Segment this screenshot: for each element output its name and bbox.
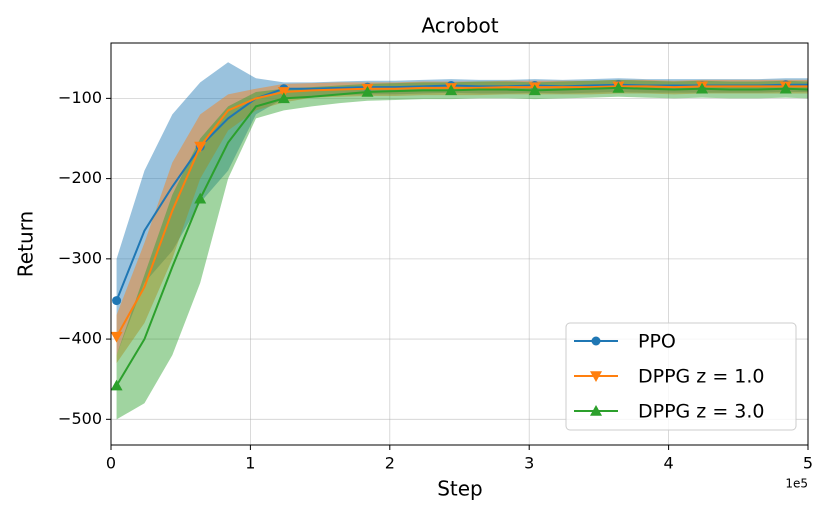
- x-tick-label: 5: [803, 454, 813, 473]
- series-line: [115, 85, 808, 338]
- marker: [110, 331, 123, 343]
- marker: [361, 85, 374, 97]
- marker: [110, 379, 123, 391]
- marker: [112, 296, 122, 306]
- marker: [779, 82, 792, 94]
- x-tick-label: 2: [385, 454, 395, 473]
- confidence-band: [116, 62, 809, 356]
- marker: [194, 192, 207, 204]
- marker: [696, 82, 709, 94]
- x-offset-label: 1e5: [785, 477, 808, 491]
- y-tick-label: −300: [58, 248, 102, 267]
- y-tick-label: −500: [58, 409, 102, 428]
- marker: [612, 81, 625, 93]
- x-tick-label: 4: [664, 454, 674, 473]
- y-tick-label: −200: [58, 168, 102, 187]
- chart-title: Acrobot: [421, 14, 498, 38]
- marker: [194, 141, 207, 153]
- marker: [528, 84, 541, 96]
- legend-marker: [590, 371, 602, 382]
- x-tick-label: 3: [524, 454, 534, 473]
- legend-label: PPO: [638, 331, 676, 353]
- legend-label: DPPG z = 1.0: [638, 366, 765, 388]
- legend-label: DPPG z = 3.0: [638, 401, 765, 423]
- marker: [277, 92, 290, 104]
- x-tick-label: 0: [106, 454, 116, 473]
- legend-box: [565, 322, 797, 431]
- y-axis-label: Return: [14, 211, 38, 277]
- x-tick-label: 1: [245, 454, 255, 473]
- y-tick-label: −400: [58, 329, 102, 348]
- series-line: [115, 86, 809, 387]
- plot-frame: [110, 42, 809, 446]
- marker: [445, 84, 458, 96]
- legend-marker: [591, 336, 601, 346]
- legend-marker: [590, 405, 602, 416]
- y-tick-label: −100: [58, 88, 102, 107]
- x-axis-label: Step: [437, 477, 483, 501]
